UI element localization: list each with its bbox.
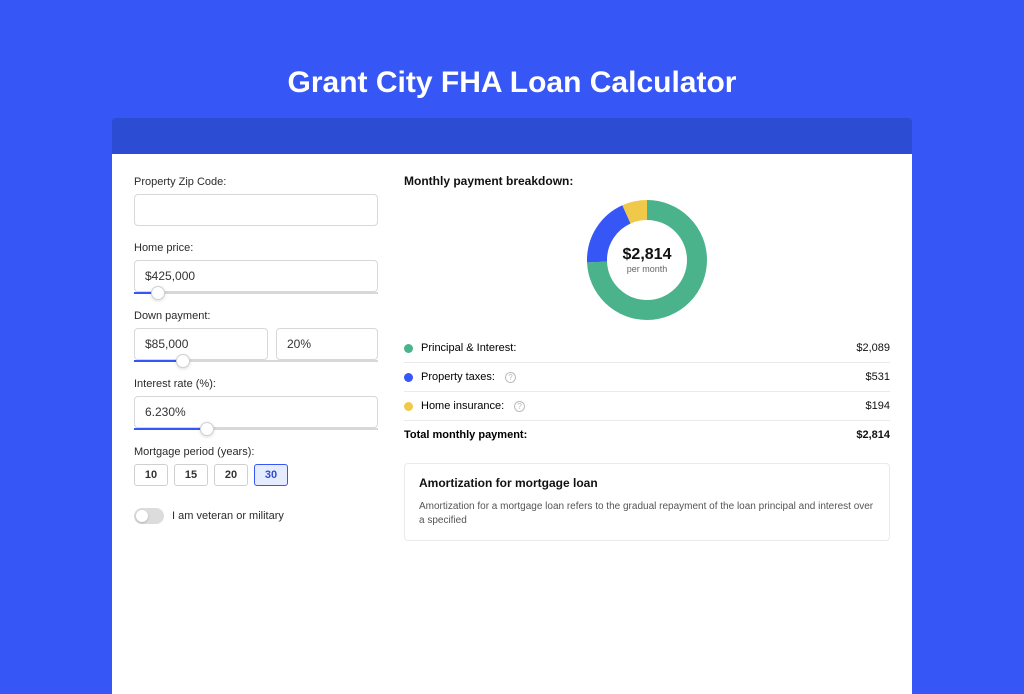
home-insurance-value: $194 (866, 400, 890, 412)
property-taxes-label: Property taxes: (421, 371, 495, 383)
header-band (112, 118, 912, 154)
veteran-toggle[interactable] (134, 508, 164, 524)
info-icon[interactable]: ? (514, 401, 525, 412)
breakdown-title: Monthly payment breakdown: (404, 174, 890, 188)
period-option-15[interactable]: 15 (174, 464, 208, 486)
period-option-10[interactable]: 10 (134, 464, 168, 486)
home-price-label: Home price: (134, 242, 378, 254)
line-item-property-taxes: Property taxes:? $531 (404, 363, 890, 392)
home-insurance-dot (404, 402, 413, 411)
donut-amount: $2,814 (623, 246, 672, 264)
slider-thumb[interactable] (176, 354, 190, 368)
down-payment-label: Down payment: (134, 310, 378, 322)
page-title: Grant City FHA Loan Calculator (0, 0, 1024, 118)
line-item-home-insurance: Home insurance:? $194 (404, 392, 890, 421)
calculator-card: Property Zip Code: Home price: Down paym… (112, 154, 912, 694)
donut-sub: per month (627, 264, 668, 274)
interest-rate-slider[interactable] (134, 428, 378, 430)
amortization-title: Amortization for mortgage loan (419, 476, 875, 490)
period-options: 10 15 20 30 (134, 464, 378, 486)
zip-input[interactable] (134, 194, 378, 226)
property-taxes-dot (404, 373, 413, 382)
payment-donut-chart: $2,814 per month (587, 200, 707, 320)
principal-interest-value: $2,089 (856, 342, 890, 354)
amortization-body: Amortization for a mortgage loan refers … (419, 500, 875, 528)
home-insurance-label: Home insurance: (421, 400, 504, 412)
slider-thumb[interactable] (151, 286, 165, 300)
line-item-principal-interest: Principal & Interest: $2,089 (404, 334, 890, 363)
input-column: Property Zip Code: Home price: Down paym… (134, 174, 378, 674)
amortization-card: Amortization for mortgage loan Amortizat… (404, 463, 890, 541)
home-price-input[interactable] (134, 260, 378, 292)
period-option-20[interactable]: 20 (214, 464, 248, 486)
info-icon[interactable]: ? (505, 372, 516, 383)
property-taxes-value: $531 (866, 371, 890, 383)
total-label: Total monthly payment: (404, 429, 527, 441)
total-line: Total monthly payment: $2,814 (404, 421, 890, 449)
down-payment-amount-input[interactable] (134, 328, 268, 360)
period-option-30[interactable]: 30 (254, 464, 288, 486)
breakdown-column: Monthly payment breakdown: $2,814 per mo… (404, 174, 890, 674)
down-payment-percent-input[interactable] (276, 328, 378, 360)
down-payment-slider[interactable] (134, 360, 378, 362)
interest-rate-input[interactable] (134, 396, 378, 428)
principal-interest-label: Principal & Interest: (421, 342, 516, 354)
principal-interest-dot (404, 344, 413, 353)
zip-label: Property Zip Code: (134, 176, 378, 188)
period-label: Mortgage period (years): (134, 446, 378, 458)
interest-rate-label: Interest rate (%): (134, 378, 378, 390)
slider-thumb[interactable] (200, 422, 214, 436)
total-value: $2,814 (856, 429, 890, 441)
home-price-slider[interactable] (134, 292, 378, 294)
